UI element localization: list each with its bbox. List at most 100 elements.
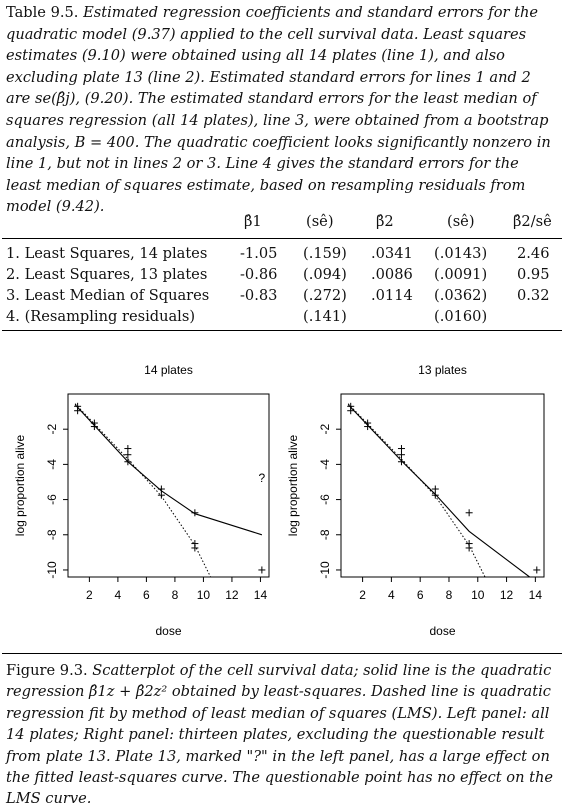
table-row: 4. (Resampling residuals) (.141) (.0160) — [6, 306, 565, 327]
table-caption: Table 9.5. Estimated regression coeffici… — [6, 2, 558, 218]
row-label: 4. (Resampling residuals) — [6, 308, 196, 325]
chart-title: 14 plates — [144, 363, 193, 377]
row-se1: (.272) — [303, 287, 347, 304]
data-point — [258, 566, 266, 574]
col-header-b1: β̂1 — [244, 213, 262, 230]
x-tick-label: 14 — [529, 588, 543, 602]
row-se1: (.159) — [303, 245, 347, 262]
data-point — [74, 407, 82, 415]
plot-frame — [340, 393, 545, 578]
x-tick-label: 10 — [197, 588, 211, 602]
x-tick-label: 14 — [254, 588, 268, 602]
data-point — [465, 544, 473, 552]
data-point — [191, 544, 199, 552]
table-row: 1. Least Squares, 14 plates -1.05 (.159)… — [6, 243, 565, 264]
table-body: 1. Least Squares, 14 plates -1.05 (.159)… — [6, 243, 565, 331]
x-tick-label: 4 — [115, 588, 122, 602]
y-tick-label: -4 — [318, 459, 332, 470]
y-tick-label: -6 — [318, 494, 332, 505]
data-point — [124, 451, 132, 459]
table-bottom-rule — [2, 330, 562, 331]
data-point — [397, 445, 405, 453]
row-se2: (.0143) — [434, 245, 488, 262]
y-tick-label: -10 — [318, 561, 332, 579]
x-tick-label: 4 — [388, 588, 395, 602]
right-panel: 13 plates 2 4 6 8 10 12 14 -10 -8 -6 -4 -2 dose log pr… — [286, 363, 545, 638]
lms-curve — [347, 403, 486, 577]
left-panel: 14 plates 2 4 6 8 10 12 14 -10 -8 -6 -4 -2 dose log pr… — [13, 363, 270, 638]
data-point — [397, 451, 405, 459]
data-point — [465, 509, 473, 517]
y-tick-label: -4 — [45, 459, 59, 470]
data-point — [124, 458, 132, 466]
row-b1: -1.05 — [240, 245, 278, 262]
y-tick-label: -8 — [45, 529, 59, 540]
x-tick-label: 10 — [471, 588, 485, 602]
row-label: 1. Least Squares, 14 plates — [6, 245, 208, 262]
x-tick-label: 8 — [172, 588, 179, 602]
y-axis-label: log proportion alive — [286, 434, 300, 536]
lms-curve — [74, 403, 212, 577]
row-se2: (.0362) — [434, 287, 488, 304]
data-point — [431, 485, 439, 493]
x-tick-label: 6 — [417, 588, 424, 602]
col-header-b2: β̂2 — [376, 213, 394, 230]
table-row: 2. Least Squares, 13 plates -0.86 (.094)… — [6, 264, 565, 285]
row-ratio: 2.46 — [517, 245, 550, 262]
table-top-rule — [2, 238, 562, 239]
x-tick-label: 12 — [225, 588, 239, 602]
data-point — [124, 445, 132, 453]
x-axis-label: dose — [155, 624, 181, 638]
y-tick-label: -2 — [45, 424, 59, 435]
row-se1: (.141) — [303, 308, 347, 325]
figure-caption-text: Scatterplot of the cell survival data; s… — [6, 662, 554, 808]
y-tick-label: -10 — [45, 561, 59, 579]
data-point — [397, 458, 405, 466]
figure: 14 plates 2 4 6 8 10 12 14 -10 -8 -6 -4 -2 dose log pr… — [2, 358, 563, 648]
figure-svg: 14 plates 2 4 6 8 10 12 14 -10 -8 -6 -4 -2 dose log pr… — [13, 363, 545, 638]
plot-frame — [67, 393, 270, 578]
table-row: 3. Least Median of Squares -0.83 (.272) … — [6, 285, 565, 306]
question-annotation: ? — [259, 471, 266, 485]
y-tick-label: -8 — [318, 529, 332, 540]
x-tick-label: 2 — [359, 588, 366, 602]
data-point — [157, 485, 165, 493]
table-label: Table 9.5. — [6, 4, 79, 21]
x-tick-label: 2 — [86, 588, 93, 602]
row-ratio: 0.32 — [517, 287, 550, 304]
chart-title: 13 plates — [418, 363, 467, 377]
row-b1: -0.83 — [240, 287, 278, 304]
row-b2: .0086 — [371, 266, 413, 283]
figure-caption: Figure 9.3. Scatterplot of the cell surv… — [2, 653, 562, 810]
row-se2: (.0091) — [434, 266, 488, 283]
row-b2: .0114 — [371, 287, 413, 304]
data-point — [90, 423, 98, 431]
figure-caption-rule — [2, 653, 562, 654]
col-header-ratio: β̂2/sê — [513, 213, 552, 230]
data-point — [431, 491, 439, 499]
data-point — [347, 407, 355, 415]
data-point — [533, 566, 541, 574]
y-tick-label: -2 — [318, 424, 332, 435]
ls-curve — [347, 404, 530, 577]
y-tick-label: -6 — [45, 494, 59, 505]
x-tick-label: 6 — [143, 588, 150, 602]
figure-label: Figure 9.3. — [6, 662, 88, 679]
row-b1: -0.86 — [240, 266, 278, 283]
table-caption-text: Estimated regression coefficients and st… — [6, 4, 551, 216]
data-point — [364, 423, 372, 431]
row-label: 2. Least Squares, 13 plates — [6, 266, 208, 283]
y-axis-label: log proportion alive — [13, 434, 27, 536]
ls-curve — [74, 404, 263, 536]
row-b2: .0341 — [371, 245, 413, 262]
row-se1: (.094) — [303, 266, 347, 283]
row-label: 3. Least Median of Squares — [6, 287, 210, 304]
data-point — [191, 509, 199, 517]
data-point — [157, 491, 165, 499]
x-tick-label: 8 — [446, 588, 453, 602]
col-header-se1: (sê) — [306, 213, 334, 230]
row-ratio: 0.95 — [517, 266, 550, 283]
row-se2: (.0160) — [434, 308, 488, 325]
x-axis-label: dose — [429, 624, 455, 638]
col-header-se2: (sê) — [447, 213, 475, 230]
